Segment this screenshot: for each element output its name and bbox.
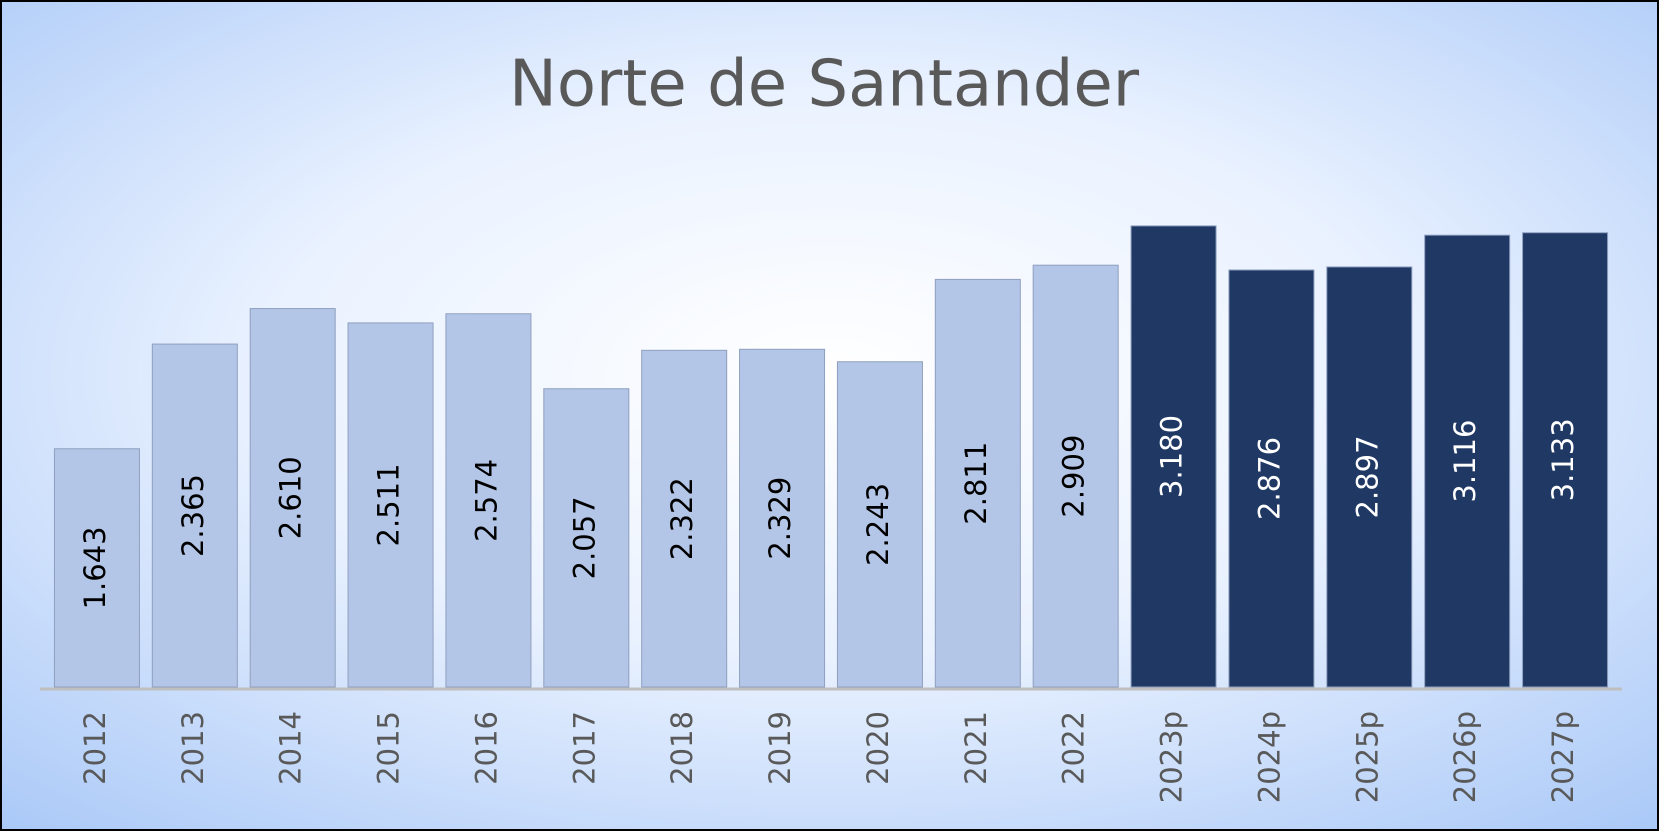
value-label: 2.057 xyxy=(567,496,601,579)
value-label: 2.909 xyxy=(1057,435,1091,518)
value-label: 2.329 xyxy=(763,477,797,560)
value-label: 2.322 xyxy=(665,477,699,560)
value-label: 3.133 xyxy=(1546,418,1580,501)
bar xyxy=(543,388,630,688)
bar xyxy=(151,343,238,688)
bar xyxy=(1130,225,1217,688)
value-label: 2.811 xyxy=(959,442,993,525)
x-tick-label: 2020 xyxy=(861,711,895,785)
x-tick-label: 2019 xyxy=(763,711,797,785)
bar xyxy=(53,448,140,688)
bar xyxy=(739,348,826,688)
x-tick-label: 2014 xyxy=(274,711,308,785)
bar xyxy=(934,278,1021,688)
value-label: 3.180 xyxy=(1155,415,1189,498)
value-label: 2.574 xyxy=(469,459,503,542)
value-label: 2.243 xyxy=(861,483,895,566)
x-tick-label: 2016 xyxy=(469,711,503,785)
x-tick-label: 2024p xyxy=(1252,711,1286,803)
value-label: 1.643 xyxy=(78,526,112,609)
value-label: 2.897 xyxy=(1350,435,1384,518)
x-tick-label: 2022 xyxy=(1057,711,1091,785)
value-label: 2.610 xyxy=(274,456,308,539)
chart-title: Norte de Santander xyxy=(509,48,1140,122)
value-label: 2.365 xyxy=(176,474,210,557)
value-label: 2.876 xyxy=(1252,437,1286,520)
bar xyxy=(445,313,532,688)
bar xyxy=(1032,264,1119,688)
bar xyxy=(249,308,336,688)
x-tick-label: 2023p xyxy=(1155,711,1189,803)
bar xyxy=(1326,266,1413,688)
x-tick-label: 2017 xyxy=(567,711,601,785)
bar xyxy=(836,361,923,688)
x-tick-label: 2027p xyxy=(1546,711,1580,803)
x-tick-label: 2015 xyxy=(372,711,406,785)
bar xyxy=(1228,269,1315,688)
x-tick-label: 2021 xyxy=(959,711,993,785)
x-tick-label: 2012 xyxy=(78,711,112,785)
bar xyxy=(1424,234,1511,688)
bar xyxy=(641,349,728,688)
x-tick-label: 2018 xyxy=(665,711,699,785)
bar xyxy=(347,322,434,688)
x-tick-label: 2013 xyxy=(176,711,210,785)
bar xyxy=(1522,232,1609,688)
x-tick-label: 2025p xyxy=(1350,711,1384,803)
x-tick-label: 2026p xyxy=(1448,711,1482,803)
value-label: 2.511 xyxy=(372,463,406,546)
value-label: 3.116 xyxy=(1448,420,1482,503)
